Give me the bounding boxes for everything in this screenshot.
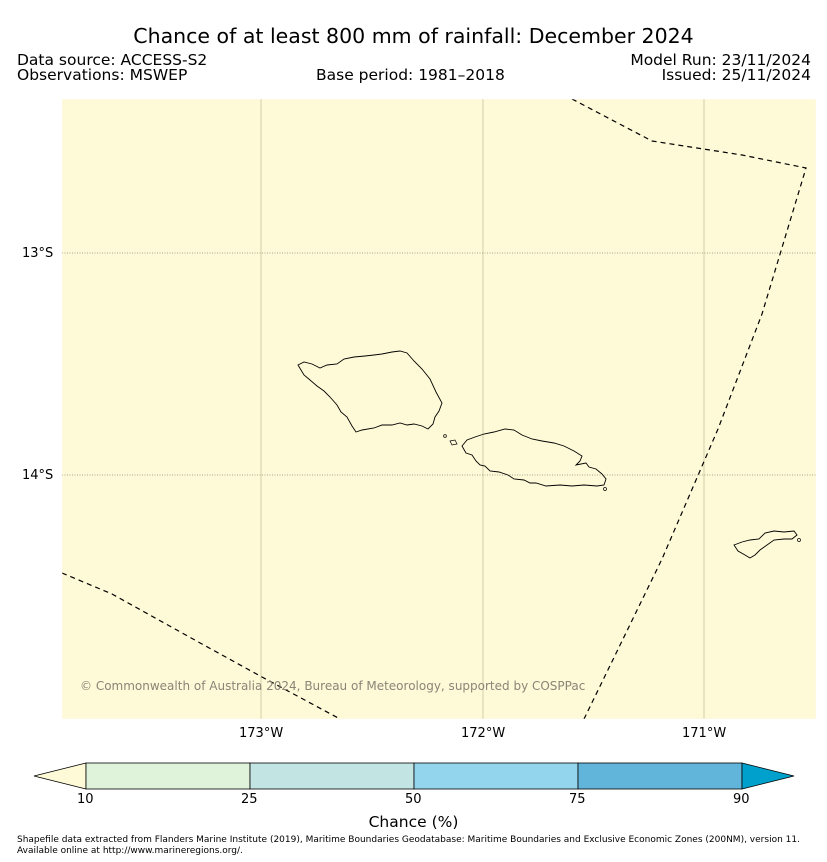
tutuila-island bbox=[733, 530, 798, 559]
colorbar-extend-low bbox=[33, 762, 87, 790]
colorbar-segment-25-50 bbox=[249, 762, 415, 790]
observations-label: Observations: MSWEP bbox=[17, 66, 188, 84]
map-title: Chance of at least 800 mm of rainfall: D… bbox=[133, 24, 694, 48]
lat-label-14s: 14°S bbox=[22, 468, 54, 483]
data-source-label: Data source: ACCESS-S2 bbox=[17, 51, 208, 69]
lon-label-173w: 173°W bbox=[239, 726, 284, 741]
colorbar-tick-90: 90 bbox=[733, 792, 750, 807]
manono-islet bbox=[449, 439, 458, 446]
map-panel: © Commonwealth of Australia 2024, Bureau… bbox=[62, 99, 816, 719]
colorbar bbox=[33, 762, 795, 790]
footer-line-2: Available online at http://www.marinereg… bbox=[17, 846, 243, 856]
copyright-text: © Commonwealth of Australia 2024, Bureau… bbox=[80, 679, 585, 693]
lon-label-171w: 171°W bbox=[682, 726, 727, 741]
issued-label: Issued: 25/11/2024 bbox=[661, 66, 811, 84]
colorbar-segment-50-75 bbox=[413, 762, 579, 790]
colorbar-extend-high bbox=[741, 762, 795, 790]
aunuu-islet bbox=[797, 538, 801, 542]
colorbar-tick-25: 25 bbox=[241, 792, 258, 807]
upolu-island bbox=[461, 428, 607, 487]
lon-label-172w: 172°W bbox=[461, 726, 506, 741]
map-background bbox=[62, 99, 816, 719]
colorbar-title: Chance (%) bbox=[368, 813, 459, 831]
apolima-islet bbox=[443, 434, 447, 438]
base-period-label: Base period: 1981–2018 bbox=[316, 66, 505, 84]
colorbar-segment-10-25 bbox=[85, 762, 251, 790]
colorbar-segment-75-90 bbox=[577, 762, 743, 790]
colorbar-tick-75: 75 bbox=[569, 792, 586, 807]
nuutele-islet bbox=[603, 487, 607, 491]
footer-line-1: Shapefile data extracted from Flanders M… bbox=[17, 835, 800, 845]
savaii-island bbox=[297, 350, 443, 433]
graticule bbox=[62, 99, 816, 719]
colorbar-tick-10: 10 bbox=[77, 792, 94, 807]
eez-boundary-dashed bbox=[62, 99, 807, 719]
model-run-label: Model Run: 23/11/2024 bbox=[630, 51, 811, 69]
colorbar-tick-50: 50 bbox=[405, 792, 422, 807]
lat-label-13s: 13°S bbox=[22, 246, 54, 261]
